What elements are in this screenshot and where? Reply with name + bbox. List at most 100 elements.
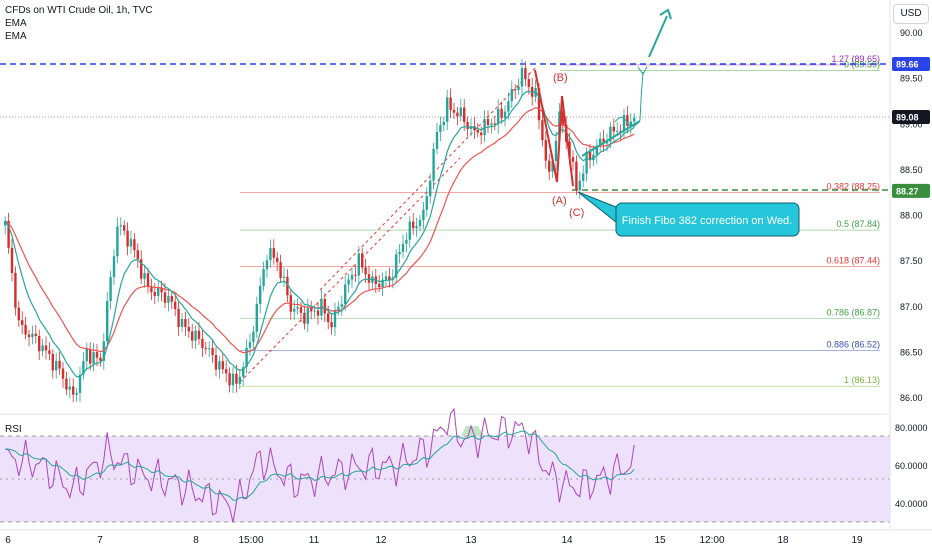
candle-body — [126, 230, 129, 247]
projection-arrowhead — [637, 66, 648, 75]
candle-body — [459, 107, 462, 117]
candle-body — [262, 269, 265, 286]
candle-body — [398, 251, 401, 255]
candle-body — [112, 256, 116, 278]
candle-body — [95, 352, 99, 358]
candle-body — [629, 121, 632, 126]
candle-body — [153, 292, 156, 296]
candle-body — [58, 360, 61, 369]
currency-button[interactable]: USD — [893, 4, 929, 24]
candle-body — [82, 361, 85, 375]
candle-body — [354, 274, 357, 276]
candle-body — [418, 220, 422, 227]
price-axis-labels: 89.66 89.08 88.27 — [892, 57, 930, 198]
candle-body — [429, 180, 432, 197]
price-label-box — [892, 109, 930, 124]
candle-body — [163, 292, 167, 303]
candle-body — [265, 260, 269, 270]
candle-body — [633, 117, 636, 122]
time-tick: 15:00 — [238, 535, 263, 546]
candle-body — [55, 360, 58, 371]
candle-body — [425, 196, 428, 210]
price-label-text: 89.66 — [896, 60, 919, 70]
candle-body — [214, 355, 218, 370]
rsi-axis-ticks: 80.0000 60.0000 40.0000 — [895, 423, 928, 509]
candle-body — [180, 319, 184, 327]
candle-body — [235, 373, 238, 384]
price-tick: 86.50 — [900, 347, 923, 357]
time-tick: 15 — [654, 535, 666, 546]
candle-body — [432, 148, 435, 181]
fib-label: 1.27 (89.65) — [831, 54, 880, 64]
ema-indicator-1[interactable]: EMA — [5, 18, 27, 29]
candle-body — [619, 130, 622, 132]
candle-body — [616, 130, 619, 132]
candle-body — [330, 322, 333, 328]
candle-body — [143, 273, 146, 279]
candle-body — [299, 307, 303, 313]
candle-body — [452, 109, 456, 113]
time-axis-ticks: 6 7 8 15:00 11 12 13 14 15 12:00 18 19 — [5, 535, 863, 546]
rsi-ma-line — [5, 430, 635, 501]
candle-body — [378, 284, 381, 288]
fib-label: 0.618 (87.44) — [826, 256, 880, 266]
candle-body — [316, 310, 320, 316]
candle-body — [160, 287, 163, 293]
candle-body — [561, 111, 564, 125]
candle-body — [306, 308, 309, 324]
candle-body — [405, 239, 408, 244]
candle-body — [282, 276, 286, 279]
candle-body — [582, 173, 585, 181]
candle-body — [177, 309, 180, 327]
time-tick: 12:00 — [699, 535, 724, 546]
ema-indicator-2[interactable]: EMA — [5, 31, 27, 42]
candle-body — [575, 161, 578, 191]
time-tick: 6 — [5, 535, 11, 546]
candle-body — [293, 308, 296, 312]
candle-body — [116, 226, 119, 257]
candle-body — [24, 324, 27, 335]
candle-body — [225, 369, 228, 374]
candle-body — [524, 68, 527, 80]
time-tick: 8 — [193, 535, 199, 546]
candle-body — [527, 79, 530, 87]
candle-body — [174, 301, 177, 310]
chart-legend: CFDs on WTI Crude Oil, 1h, TVC EMA EMA — [5, 4, 153, 43]
candle-body — [347, 279, 350, 285]
fib-label: 0.5 (87.84) — [836, 219, 880, 229]
candle-body — [248, 342, 252, 348]
candle-body — [412, 221, 415, 229]
rsi-tick: 80.0000 — [895, 423, 928, 433]
candle-body — [85, 348, 88, 362]
candle-body — [296, 307, 299, 309]
candle-body — [463, 107, 466, 122]
price-label-box — [892, 183, 930, 198]
candle-body — [119, 225, 122, 227]
candle-body — [10, 247, 14, 273]
candle-body — [303, 312, 306, 324]
candle-body — [252, 331, 255, 343]
fib-label: 0.786 (86.87) — [826, 308, 880, 318]
candle-body — [554, 140, 558, 162]
candle-body — [456, 112, 459, 117]
time-tick: 11 — [309, 535, 320, 546]
candle-body — [44, 345, 48, 351]
time-tick: 13 — [465, 535, 477, 546]
candle-body — [480, 132, 483, 136]
callout-box — [615, 202, 800, 237]
candle-body — [578, 180, 581, 191]
candle-body — [269, 248, 272, 261]
candle-body — [68, 386, 71, 390]
candle-body — [446, 97, 449, 122]
price-tick: 87.50 — [900, 256, 923, 266]
breakout-arrow — [648, 15, 668, 58]
candle-body — [327, 313, 330, 323]
price-tick: 88.00 — [900, 211, 923, 221]
fib-label: 1 (86.13) — [844, 375, 880, 385]
candle-body — [286, 276, 289, 296]
price-label-box — [892, 57, 930, 72]
candle-body — [38, 335, 41, 352]
candle-body — [340, 304, 343, 307]
wave-label-a: (A) — [552, 195, 567, 207]
